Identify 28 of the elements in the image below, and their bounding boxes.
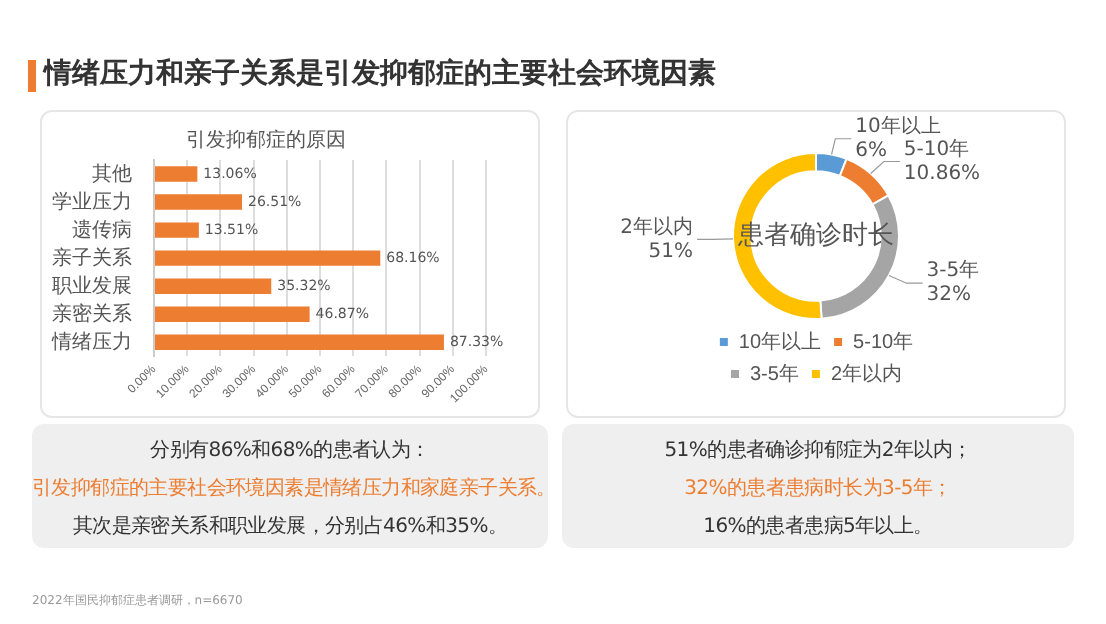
legend-label: 10年以上 (738, 329, 822, 354)
chart-title: 情绪压力和亲子关系是引发抑郁症的主要社会环境因素 (44, 56, 716, 92)
legend-label: 2年以内 (830, 361, 903, 386)
y-tick-label: 遗传病 (72, 217, 132, 242)
legend-label: 3-5年 (749, 361, 799, 386)
y-tick-label: 学业压力 (52, 189, 132, 214)
text: 分别有86%和68%的患者认为： (148, 437, 432, 466)
chart-subtitle: 引发抑郁症的原因 (186, 127, 346, 152)
data-label: 51% (648, 240, 694, 263)
data-label: 10.86% (903, 162, 981, 185)
text: 引发抑郁症的主要社会环境因素是情绪压力和家庭亲子关系。 (32, 475, 556, 504)
data-label: 32% (926, 284, 972, 307)
y-tick-label: 其他 (92, 161, 132, 186)
slice-label: 10年以上 (855, 113, 941, 138)
text: 16%的患者患病5年以上。 (701, 513, 935, 542)
y-tick-label: 亲子关系 (52, 245, 132, 270)
text: 其次是亲密关系和职业发展，分别占46%和35%。 (70, 513, 510, 542)
legend-label: 5-10年 (853, 329, 914, 354)
text: 患者确诊时长 (736, 220, 894, 251)
text: 51%的患者确诊抑郁症为2年以内； (662, 437, 974, 466)
y-tick-label: 情绪压力 (50, 329, 132, 354)
y-tick-label: 职业发展 (52, 273, 132, 298)
slice-label: 3-5年 (926, 258, 980, 283)
slice-label: 5-10年 (903, 136, 970, 161)
text: 32%的患者患病时长为3-5年； (682, 475, 954, 504)
data-label: 6% (855, 139, 888, 162)
y-tick-label: 亲密关系 (52, 301, 132, 326)
slice-label: 2年以内 (620, 214, 694, 239)
